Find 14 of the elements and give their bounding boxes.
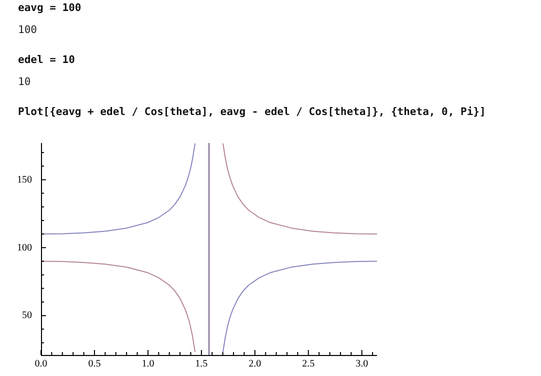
text: edel = 10 xyxy=(18,54,75,66)
y-tick-label: 150 xyxy=(17,174,32,186)
x-tick-label: 0.0 xyxy=(34,358,48,370)
x-tick-label: 3.0 xyxy=(356,358,368,370)
x-tick-label: 2.5 xyxy=(302,358,315,370)
y-tick-label: 50 xyxy=(22,310,32,322)
x-tick-label: 1.0 xyxy=(142,358,154,370)
x-tick-label: 0.5 xyxy=(88,358,101,370)
x-tick-label: 1.5 xyxy=(195,358,208,370)
x-tick-label: 2.0 xyxy=(248,358,262,370)
text: eavg = 100 xyxy=(18,2,82,14)
text: Plot[{eavg + edel / Cos[theta], eavg - edel / Cos[theta]}, {theta, 0, Pi}] xyxy=(18,106,486,118)
y-tick-label: 100 xyxy=(17,242,32,254)
text: 10 xyxy=(18,76,31,88)
